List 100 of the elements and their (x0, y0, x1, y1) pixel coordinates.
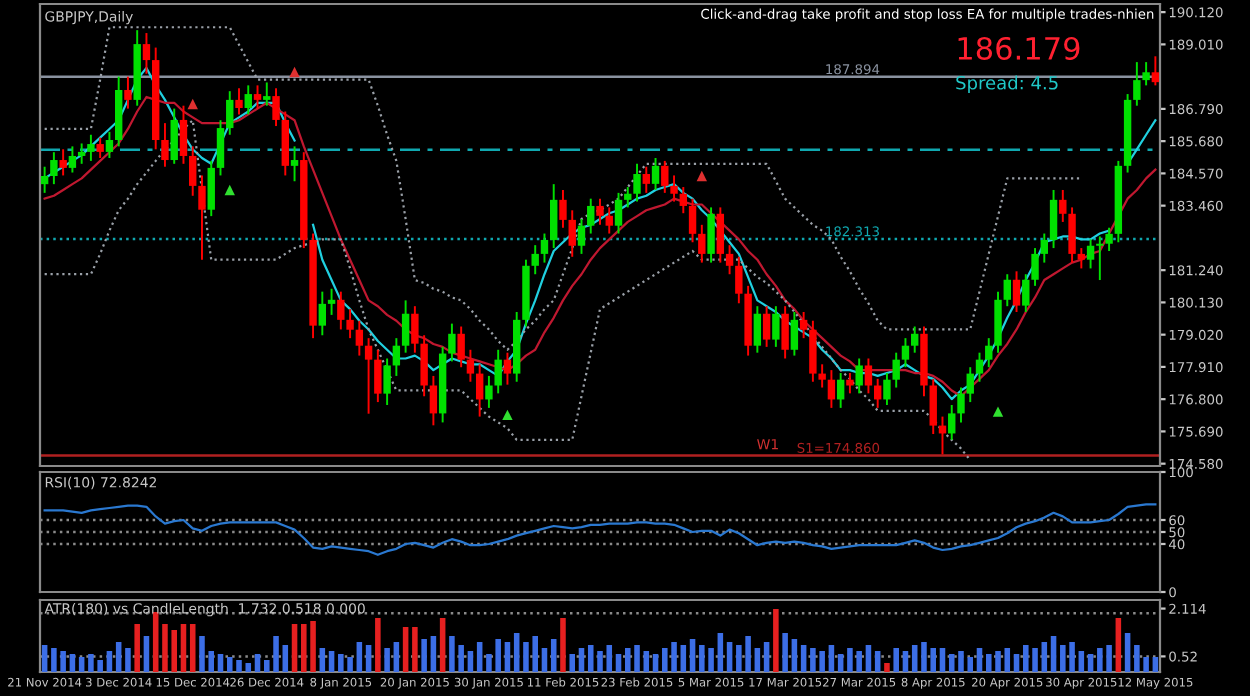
bar (578, 648, 585, 672)
candlestick (605, 206, 613, 235)
candlestick (707, 206, 715, 264)
candlestick (651, 157, 660, 191)
bar (356, 642, 363, 672)
candlestick (892, 351, 900, 389)
candlestick (263, 81, 271, 107)
candlestick (1086, 238, 1095, 270)
candlestick (818, 363, 826, 389)
candlestick (846, 372, 854, 395)
bar (134, 624, 140, 672)
candlestick (87, 133, 95, 162)
bar (1013, 654, 1020, 672)
bar (902, 651, 909, 672)
candlestick (1031, 247, 1039, 287)
candlestick (105, 130, 114, 159)
candlestick (716, 206, 725, 264)
candlestick (975, 351, 984, 383)
candlestick (688, 197, 697, 244)
bar (782, 633, 788, 672)
candlestick (966, 366, 974, 404)
candlestick (272, 87, 280, 128)
bar (976, 648, 983, 672)
bar (773, 609, 779, 672)
bar (1050, 636, 1057, 672)
candlestick (596, 197, 604, 226)
bar (1115, 618, 1122, 672)
candlestick (540, 232, 549, 264)
candlestick (790, 311, 799, 357)
candlestick (1040, 232, 1048, 264)
candlestick (124, 75, 132, 110)
bar (41, 645, 48, 672)
bar (791, 639, 798, 672)
candlestick (1151, 55, 1160, 87)
candlestick (337, 290, 345, 331)
candlestick (679, 186, 688, 215)
bar (375, 618, 381, 672)
candlestick (642, 165, 650, 194)
candlestick (244, 84, 252, 116)
bar (550, 639, 557, 672)
candlestick (429, 374, 438, 427)
candlestick (420, 334, 428, 398)
bar (291, 624, 298, 672)
line-series (43, 503, 1157, 556)
candlestick (994, 290, 1002, 354)
bar (893, 648, 899, 672)
candlestick (762, 305, 771, 348)
bar (1124, 633, 1131, 672)
candlestick (327, 287, 336, 316)
candlestick (68, 145, 77, 174)
candlestick (670, 174, 678, 203)
point (502, 409, 513, 421)
candlestick (957, 386, 965, 424)
bar (754, 648, 761, 672)
candlestick (290, 145, 299, 183)
candlestick (207, 159, 215, 218)
candlestick (318, 290, 327, 337)
bar (106, 651, 113, 672)
candlestick (59, 148, 67, 177)
bar (393, 642, 400, 672)
bar (615, 654, 622, 672)
candlestick (50, 151, 58, 186)
bar (560, 618, 566, 672)
bar (328, 651, 335, 672)
point (187, 98, 198, 110)
bar (412, 627, 418, 672)
bar (78, 657, 85, 672)
bar (467, 651, 474, 672)
line-series (43, 26, 1083, 351)
annotation: 186.179 (958, 36, 1080, 60)
bar (476, 642, 483, 672)
candlestick (142, 32, 151, 75)
candlestick (809, 319, 817, 383)
candlestick (725, 244, 734, 276)
candlestick (836, 372, 845, 409)
candlestick (448, 322, 456, 363)
bar (828, 645, 835, 672)
bar (800, 645, 807, 672)
candlestick (364, 337, 373, 415)
candlestick (503, 351, 512, 386)
bar (402, 627, 409, 672)
candlestick (1077, 247, 1086, 270)
candlestick (587, 197, 595, 235)
bar (884, 663, 890, 672)
bar (1087, 654, 1094, 672)
bar (911, 645, 918, 672)
candlestick (948, 404, 956, 441)
candlestick (624, 186, 632, 209)
candlestick (661, 159, 669, 194)
bar (430, 636, 437, 672)
bar (365, 645, 372, 672)
bar (217, 654, 224, 672)
bar (1078, 651, 1085, 672)
candlestick (1012, 270, 1021, 313)
bar (1152, 657, 1159, 672)
bar (384, 648, 390, 672)
candlestick (189, 145, 197, 197)
candlestick (198, 174, 206, 261)
bar (69, 654, 76, 672)
candlestick (1049, 188, 1058, 250)
